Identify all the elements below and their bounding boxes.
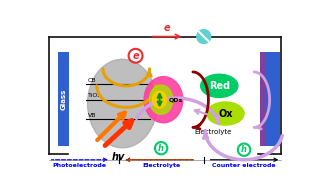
Text: Glass: Glass xyxy=(60,88,67,110)
Text: Electrolyte: Electrolyte xyxy=(142,163,180,168)
Text: CB: CB xyxy=(88,78,96,83)
Text: h: h xyxy=(241,145,247,154)
Ellipse shape xyxy=(150,85,173,114)
Ellipse shape xyxy=(144,77,183,123)
Bar xyxy=(259,52,269,146)
Ellipse shape xyxy=(153,91,167,108)
Bar xyxy=(266,52,280,146)
Text: Red: Red xyxy=(209,81,230,91)
Ellipse shape xyxy=(88,59,157,148)
Text: e: e xyxy=(132,51,139,61)
Text: Ox: Ox xyxy=(218,108,233,119)
Text: h: h xyxy=(158,144,164,153)
Text: e: e xyxy=(163,23,170,33)
Text: Counter electrode: Counter electrode xyxy=(212,163,276,168)
Bar xyxy=(58,52,69,146)
Text: hv: hv xyxy=(112,152,125,162)
Text: Electrolyte: Electrolyte xyxy=(195,129,232,135)
Text: VB: VB xyxy=(88,113,96,118)
Text: TiO₂: TiO₂ xyxy=(88,93,100,98)
Text: Photoelectrode: Photoelectrode xyxy=(53,163,107,168)
Ellipse shape xyxy=(201,74,238,97)
Ellipse shape xyxy=(207,102,244,125)
Text: QDs: QDs xyxy=(169,97,183,102)
Circle shape xyxy=(197,30,211,43)
